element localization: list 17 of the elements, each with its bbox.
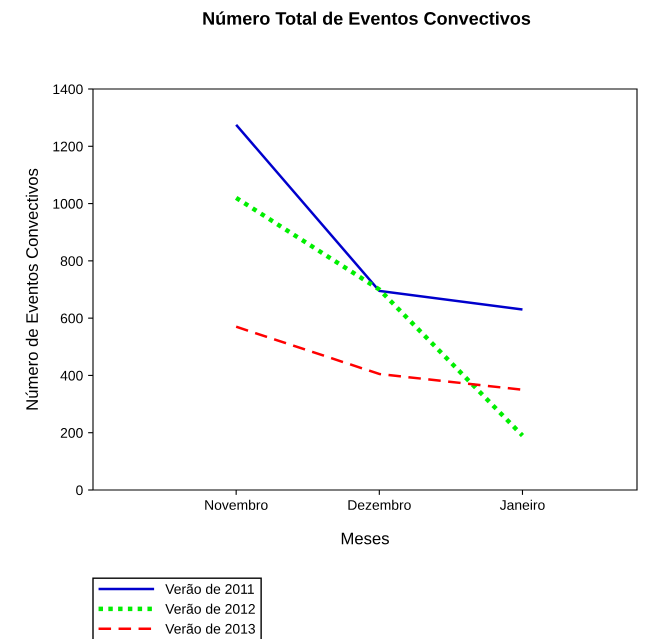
legend-label: Verão de 2013 bbox=[165, 624, 255, 634]
y-tick-label: 1000 bbox=[53, 198, 83, 209]
y-tick-label: 200 bbox=[60, 428, 83, 438]
y-tick-label: 0 bbox=[76, 485, 83, 496]
y-tick-label: 800 bbox=[60, 256, 83, 266]
chart-title: Número Total de Eventos Convectivos bbox=[203, 11, 530, 25]
y-tick-label: 600 bbox=[60, 313, 83, 324]
y-tick-label: 1200 bbox=[53, 142, 83, 152]
y-tick-label: 400 bbox=[60, 370, 83, 381]
legend-label: Verão de 2012 bbox=[165, 604, 255, 614]
y-tick-label: 1400 bbox=[53, 84, 83, 94]
x-tick-label: Janeiro bbox=[500, 500, 545, 510]
x-axis-title: Meses bbox=[342, 532, 389, 544]
legend-label: Verão de 2011 bbox=[165, 584, 254, 594]
y-axis-title: Número de Eventos Convectivos bbox=[26, 168, 38, 410]
x-tick-label: Novembro bbox=[205, 500, 268, 510]
x-tick-label: Dezembro bbox=[348, 500, 411, 510]
